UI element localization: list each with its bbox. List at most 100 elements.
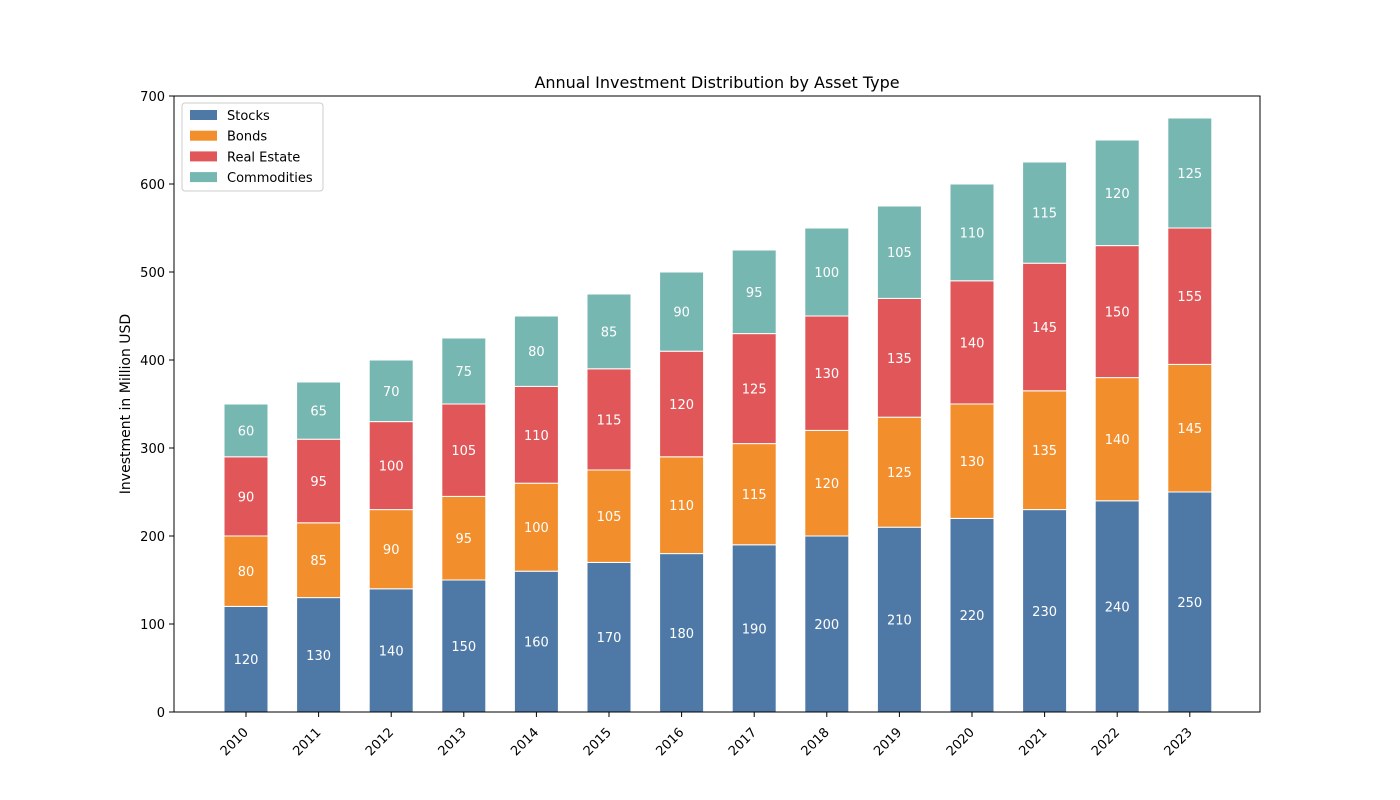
legend-label: Real Estate bbox=[227, 150, 300, 165]
bar-value-label: 90 bbox=[238, 490, 255, 505]
bar-value-label: 90 bbox=[383, 543, 400, 558]
bar-value-label: 95 bbox=[456, 532, 473, 547]
bar-stocks-2015 bbox=[586, 561, 632, 713]
plot-frame bbox=[173, 95, 1261, 713]
y-axis-title: Investment in Million USD bbox=[118, 314, 134, 494]
bar-value-label: 95 bbox=[746, 286, 763, 301]
y-tick-label: 500 bbox=[140, 266, 165, 281]
bar-value-label: 85 bbox=[601, 325, 618, 340]
bar-value-label: 105 bbox=[887, 246, 912, 261]
y-axis: 0 100 200 300 400 500 600 700 bbox=[140, 90, 174, 721]
bar-value-label: 115 bbox=[597, 413, 622, 428]
bar-value-label: 110 bbox=[669, 499, 694, 514]
x-tick-label: 2012 bbox=[363, 725, 397, 759]
bar-value-label: 80 bbox=[238, 565, 255, 580]
x-tick-label: 2019 bbox=[871, 725, 905, 759]
bar-commodities-2010 bbox=[223, 403, 269, 458]
bar-value-label: 70 bbox=[383, 385, 400, 400]
bar-value-label: 65 bbox=[310, 405, 327, 420]
x-tick-label: 2014 bbox=[508, 725, 542, 759]
y-tick-label: 100 bbox=[140, 618, 165, 633]
bar-commodities-2021 bbox=[1022, 161, 1068, 264]
bar-bonds-2023 bbox=[1167, 363, 1213, 493]
bar-stocks-2014 bbox=[513, 570, 559, 713]
bar-value-label: 105 bbox=[451, 444, 476, 459]
legend-swatch-bonds bbox=[190, 130, 217, 141]
x-tick-label: 2016 bbox=[653, 725, 687, 759]
bar-value-label: 120 bbox=[234, 653, 259, 668]
bar-real-estate-2021 bbox=[1022, 262, 1068, 392]
bar-bonds-2011 bbox=[296, 522, 342, 599]
bar-commodities-2016 bbox=[659, 271, 705, 352]
bar-stocks-2019 bbox=[876, 526, 922, 713]
y-tick-label: 200 bbox=[140, 530, 165, 545]
bar-value-label: 200 bbox=[814, 618, 839, 633]
bar-commodities-2019 bbox=[876, 205, 922, 299]
bar-value-label: 120 bbox=[669, 398, 694, 413]
x-tick-label: 2015 bbox=[581, 725, 615, 759]
bar-value-label: 125 bbox=[1177, 167, 1202, 182]
bar-value-label: 160 bbox=[524, 636, 549, 651]
bar-value-label: 145 bbox=[1032, 321, 1057, 336]
bar-stocks-2021 bbox=[1022, 509, 1068, 713]
bar-value-label: 120 bbox=[814, 477, 839, 492]
legend-label: Commodities bbox=[227, 171, 313, 186]
bar-commodities-2012 bbox=[368, 359, 414, 423]
bar-value-label: 130 bbox=[814, 367, 839, 382]
bar-stocks-2016 bbox=[659, 553, 705, 713]
bar-commodities-2023 bbox=[1167, 117, 1213, 229]
bar-value-label: 140 bbox=[960, 336, 985, 351]
x-tick-label: 2010 bbox=[218, 725, 252, 759]
legend-label: Bonds bbox=[227, 130, 267, 145]
bar-value-label: 140 bbox=[1105, 433, 1130, 448]
bars-group bbox=[223, 117, 1213, 713]
bar-bonds-2010 bbox=[223, 535, 269, 607]
bar-value-label: 115 bbox=[1032, 207, 1057, 222]
bar-commodities-2018 bbox=[804, 227, 850, 317]
bar-bonds-2014 bbox=[513, 482, 559, 572]
y-tick-label: 400 bbox=[140, 354, 165, 369]
bar-real-estate-2018 bbox=[804, 315, 850, 431]
bar-value-label: 130 bbox=[960, 455, 985, 470]
x-tick-label: 2021 bbox=[1016, 725, 1050, 759]
bar-bonds-2019 bbox=[876, 416, 922, 528]
x-tick-label: 2017 bbox=[726, 725, 760, 759]
y-tick-label: 0 bbox=[157, 706, 165, 721]
y-tick-label: 600 bbox=[140, 178, 165, 193]
bar-value-label: 80 bbox=[528, 345, 545, 360]
bar-value-label: 110 bbox=[524, 429, 549, 444]
bar-real-estate-2012 bbox=[368, 421, 414, 511]
bar-value-label: 180 bbox=[669, 627, 694, 642]
bar-value-label: 135 bbox=[1032, 444, 1057, 459]
bar-value-label: 170 bbox=[597, 631, 622, 646]
bar-stocks-2023 bbox=[1167, 491, 1213, 713]
bar-value-label: 110 bbox=[960, 226, 985, 241]
bar-value-label: 210 bbox=[887, 614, 912, 629]
bar-value-label: 240 bbox=[1105, 600, 1130, 615]
bar-value-label: 135 bbox=[887, 352, 912, 367]
bar-bonds-2018 bbox=[804, 429, 850, 537]
bar-commodities-2020 bbox=[949, 183, 995, 282]
bar-commodities-2015 bbox=[586, 293, 632, 370]
bar-bonds-2017 bbox=[731, 443, 777, 546]
bar-value-label: 100 bbox=[524, 521, 549, 536]
bar-real-estate-2014 bbox=[513, 385, 559, 484]
bar-labels-group: 120 80 90 60 130 85 95 65 140 90 100 70 150 95 105 75 16… bbox=[234, 167, 1203, 668]
y-tick-label: 300 bbox=[140, 442, 165, 457]
chart-title: Annual Investment Distribution by Asset … bbox=[534, 73, 899, 92]
bar-real-estate-2023 bbox=[1167, 227, 1213, 365]
bar-value-label: 105 bbox=[597, 510, 622, 525]
legend-swatch-stocks bbox=[190, 110, 217, 120]
bar-real-estate-2011 bbox=[296, 438, 342, 524]
y-tick-label: 700 bbox=[140, 90, 165, 105]
bar-value-label: 85 bbox=[310, 554, 327, 569]
bar-stocks-2017 bbox=[731, 544, 777, 713]
bar-value-label: 90 bbox=[673, 306, 690, 321]
bar-commodities-2011 bbox=[296, 381, 342, 440]
bar-real-estate-2016 bbox=[659, 350, 705, 458]
bar-value-label: 60 bbox=[238, 424, 255, 439]
bar-bonds-2020 bbox=[949, 403, 995, 519]
bar-value-label: 150 bbox=[1105, 306, 1130, 321]
bar-value-label: 145 bbox=[1177, 422, 1202, 437]
x-tick-label: 2023 bbox=[1162, 725, 1196, 759]
